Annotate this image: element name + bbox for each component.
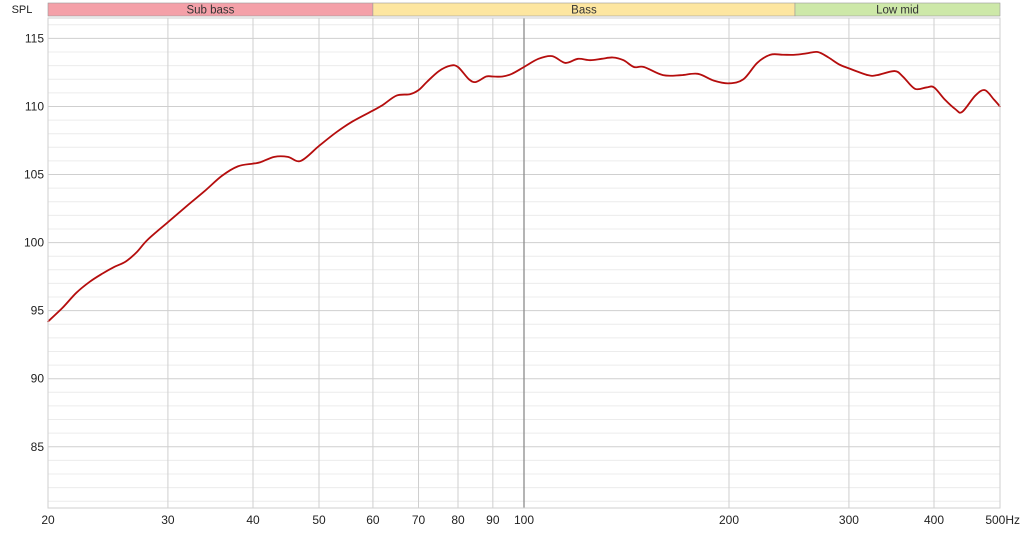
series-layer <box>47 50 1001 323</box>
x-tick-label: 30 <box>161 513 175 527</box>
band-label: Bass <box>571 5 597 17</box>
band-low-mid <box>794 2 1001 17</box>
y-tick-label: 85 <box>31 440 45 454</box>
x-tick-label: 500Hz <box>985 513 1020 527</box>
y-tick-label: 100 <box>24 236 44 250</box>
frequency-bands: Sub bass Bass Low mid <box>47 2 1001 17</box>
series-line <box>47 50 1001 323</box>
x-tick-label: 200 <box>719 513 739 527</box>
x-tick-label: 50 <box>312 513 326 527</box>
y-tick-label: 95 <box>31 304 45 318</box>
y-tick-labels: 85 90 95 100 105 110 115 <box>24 31 44 453</box>
plot-border <box>47 17 1001 509</box>
x-tick-label: 400 <box>924 513 944 527</box>
y-tick-label: 105 <box>24 168 44 182</box>
x-tick-label: 60 <box>366 513 380 527</box>
y-tick-label: 90 <box>31 372 45 386</box>
x-tick-label: 70 <box>412 513 426 527</box>
x-tick-label: 20 <box>41 513 55 527</box>
x-tick-label: 90 <box>486 513 500 527</box>
y-tick-label: 110 <box>25 99 44 113</box>
band-label: Low mid <box>876 5 919 17</box>
y-tick-label: 115 <box>25 31 44 45</box>
x-tick-label: 80 <box>451 513 465 527</box>
x-tick-label: 100 <box>514 513 534 527</box>
x-tick-label: 300 <box>839 513 859 527</box>
x-tick-labels: 20 30 40 50 60 70 80 90 100 200 300 400 500Hz <box>41 513 1020 527</box>
x-tick-label: 40 <box>246 513 260 527</box>
band-label: Sub bass <box>186 5 234 17</box>
y-axis-label: SPL <box>12 4 33 16</box>
